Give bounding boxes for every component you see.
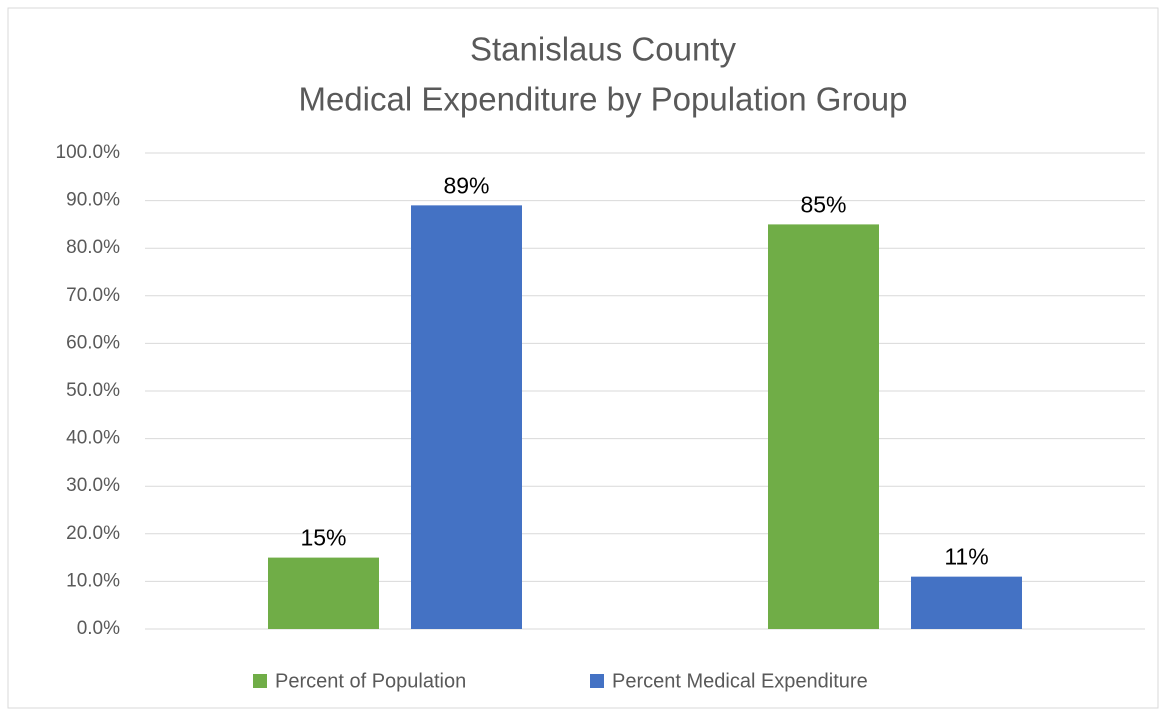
legend-swatch	[590, 674, 604, 688]
bar	[768, 224, 879, 629]
y-tick-label: 60.0%	[66, 332, 120, 353]
data-label: 89%	[443, 172, 489, 198]
y-tick-label: 50.0%	[66, 380, 120, 401]
y-tick-label: 40.0%	[66, 428, 120, 449]
legend-swatch	[253, 674, 267, 688]
y-tick-label: 10.0%	[66, 570, 120, 591]
y-tick-label: 20.0%	[66, 523, 120, 544]
data-label: 11%	[944, 544, 988, 570]
legend-label: Percent Medical Expenditure	[612, 670, 868, 692]
y-tick-label: 80.0%	[66, 237, 120, 258]
chart-title: Stanislaus County	[470, 31, 736, 68]
chart-title: Medical Expenditure by Population Group	[298, 81, 907, 118]
data-label: 85%	[800, 191, 846, 217]
bar	[911, 576, 1022, 629]
bar	[268, 557, 379, 629]
y-tick-label: 30.0%	[66, 475, 120, 496]
data-label: 15%	[300, 525, 346, 551]
bar	[411, 205, 522, 630]
y-tick-label: 70.0%	[66, 285, 120, 306]
y-tick-label: 90.0%	[66, 190, 120, 211]
y-tick-label: 100.0%	[56, 142, 121, 163]
y-tick-label: 0.0%	[77, 618, 120, 639]
legend-label: Percent of Population	[275, 670, 466, 692]
